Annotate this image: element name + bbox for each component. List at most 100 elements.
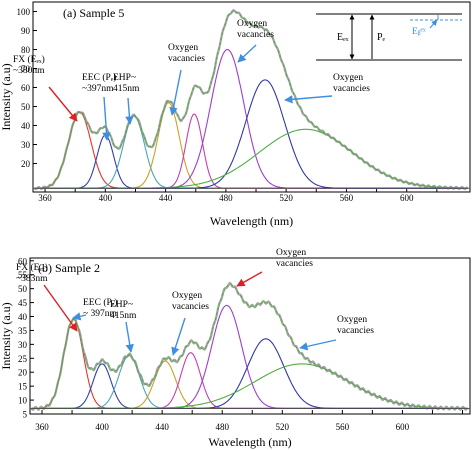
y-tick-label: 25 — [18, 354, 28, 364]
y-tick-label: 100 — [17, 7, 31, 17]
annotation-text: vacancies — [168, 54, 205, 64]
annotation-1: FX (Eₑₓ)~380nm — [13, 54, 78, 122]
annotation-text: Oxygen — [333, 73, 363, 83]
y-tick-label: 40 — [18, 312, 28, 322]
annotation-arrow — [169, 69, 182, 116]
annotation-text: vacancies — [237, 30, 274, 40]
annotation-text: 415nm — [113, 84, 140, 94]
annotation-text: 415nm — [110, 311, 137, 321]
energy-level-inset: Eₑₓ Pₑ Eᵦᵉˣ — [316, 13, 462, 61]
annotation-text: vacancies — [172, 302, 209, 312]
annotation-text: ~380nm — [13, 66, 45, 76]
annotation-3: EHP~415nm — [113, 73, 140, 125]
annotation-2: EEC (Pₑ)~397nm — [82, 72, 116, 141]
x-axis-label: Wavelength (nm) — [208, 435, 291, 449]
annotation-arrow — [125, 97, 134, 125]
series-line-ehp — [34, 115, 468, 189]
annotation-text: EEC (Pₑ) — [82, 72, 116, 83]
annotation-text: EHP~ — [113, 73, 136, 83]
annotation-text: ~397nm — [82, 84, 114, 94]
inset-eb-arrow — [429, 19, 438, 29]
x-tick-label: 400 — [95, 422, 109, 432]
annotation-text: ~383nm — [16, 274, 48, 284]
x-tick-label: 360 — [38, 193, 52, 203]
x-tick-label: 440 — [159, 193, 173, 203]
x-tick-label: 360 — [35, 422, 49, 432]
series-line-ov4 — [31, 338, 468, 409]
y-tick-label: 15 — [18, 382, 28, 392]
annotation-text: vacancies — [276, 259, 313, 269]
x-tick-label: 400 — [99, 193, 113, 203]
annotation-arrow — [284, 95, 333, 104]
annotation-1: FX (Eₑₓ)~383nm — [16, 262, 78, 332]
chart-panel-a: 20 30 40 50 60 70 80 90 100 360 400 440 480 520 560 600… — [0, 1, 471, 228]
y-tick-label: 50 — [18, 284, 28, 294]
annotation-arrow — [171, 317, 186, 356]
x-tick-label: 440 — [155, 422, 169, 432]
annotation-text: Oxygen — [172, 291, 202, 301]
plot-frame — [29, 257, 471, 415]
plot-frame — [32, 1, 471, 193]
annotation-text: Oxygen — [337, 315, 367, 325]
series-line-ov3 — [34, 48, 468, 189]
x-tick-label: 480 — [219, 193, 233, 203]
inset-pe-label: Pₑ — [377, 32, 386, 43]
x-axis-label: Wavelength (nm) — [210, 214, 293, 228]
annotation-text: EHP~ — [110, 300, 133, 310]
annotation-text: Oxygen — [276, 248, 306, 258]
y-tick-label: 55 — [18, 270, 28, 280]
annotation-text: vacancies — [337, 326, 374, 336]
inset-eb-label: Eᵦᵉˣ — [412, 27, 426, 37]
x-tick-label: 600 — [396, 422, 410, 432]
fit-sum-line — [34, 10, 468, 189]
annotation-arrow — [48, 86, 78, 122]
annotation-arrow — [72, 312, 87, 321]
x-tick-label: 600 — [400, 193, 414, 203]
y-tick-label: 60 — [21, 83, 31, 93]
chart-panel-b: 5 10 15 20 25 30 35 40 45 50 55 60 360 400 440 480 520 56… — [0, 248, 471, 449]
y-axis-label: Intensity (a.u) — [0, 302, 13, 369]
annotation-arrow — [125, 321, 134, 353]
x-tick-label: 520 — [279, 193, 293, 203]
annotation-text: FX (Eₑₓ) — [16, 262, 48, 273]
chart-title: (a) Sample 5 — [63, 6, 124, 20]
inset-eex-label: Eₑₓ — [337, 32, 349, 43]
annotation-text: Oxygen — [168, 43, 198, 53]
annotation-2: EEC (Pₑ)~ 397nm — [72, 297, 118, 321]
x-tick-label: 560 — [336, 422, 350, 432]
series-line-fx — [34, 111, 468, 189]
annotation-arrow — [237, 44, 257, 63]
series-line-ov2 — [34, 113, 468, 189]
x-tick-label: 520 — [276, 422, 290, 432]
y-tick-label: 20 — [18, 368, 28, 378]
y-tick-label: 40 — [21, 121, 31, 131]
x-tick-label: 560 — [340, 193, 354, 203]
annotation-arrow — [43, 284, 78, 332]
y-tick-label: 30 — [18, 340, 28, 350]
y-axis-label: Intensity (a.u) — [0, 63, 13, 130]
annotation-text: vacancies — [333, 84, 370, 94]
y-tick-label: 35 — [18, 326, 28, 336]
annotation-3: EHP~415nm — [110, 300, 137, 353]
annotation-text: ~ 397nm — [83, 309, 118, 319]
fit-sum-line — [31, 284, 468, 409]
y-tick-label: 50 — [21, 102, 31, 112]
y-tick-label: 10 — [18, 396, 28, 406]
annotation-arrow — [236, 271, 263, 287]
y-tick-label: 20 — [21, 159, 31, 169]
annotation-text: Oxygen — [237, 19, 267, 29]
annotation-text: EEC (Pₑ) — [83, 297, 117, 308]
series-line-ov3 — [31, 304, 468, 409]
y-tick-label: 30 — [21, 140, 31, 150]
y-tick-label: 45 — [18, 298, 28, 308]
annotation-text: FX (Eₑₓ) — [13, 54, 45, 65]
y-tick-label: 70 — [21, 64, 31, 74]
x-tick-label: 480 — [215, 422, 229, 432]
y-tick-label: 60 — [18, 256, 28, 266]
